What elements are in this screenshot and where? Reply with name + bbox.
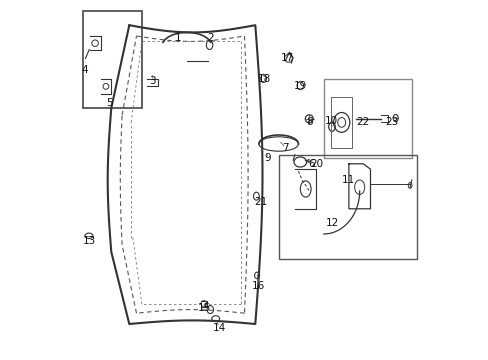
Text: 3: 3 bbox=[149, 76, 156, 86]
Text: 20: 20 bbox=[309, 159, 323, 169]
Text: 7: 7 bbox=[282, 143, 288, 153]
Text: 13: 13 bbox=[83, 236, 96, 246]
Text: 8: 8 bbox=[305, 117, 312, 127]
Text: 14: 14 bbox=[212, 323, 225, 333]
Text: 19: 19 bbox=[293, 81, 306, 91]
Text: 12: 12 bbox=[325, 218, 339, 228]
Text: 15: 15 bbox=[198, 303, 211, 313]
Text: 16: 16 bbox=[252, 281, 265, 291]
Text: 1: 1 bbox=[174, 33, 181, 43]
Text: 21: 21 bbox=[254, 197, 267, 207]
Text: 11: 11 bbox=[342, 175, 355, 185]
Text: 6: 6 bbox=[307, 159, 314, 169]
Text: 10: 10 bbox=[324, 116, 337, 126]
Text: 23: 23 bbox=[385, 117, 398, 127]
Text: 2: 2 bbox=[206, 33, 213, 43]
Text: 5: 5 bbox=[106, 98, 113, 108]
Text: 22: 22 bbox=[356, 117, 369, 127]
Text: 18: 18 bbox=[257, 74, 270, 84]
Text: 9: 9 bbox=[264, 153, 271, 163]
Text: 17: 17 bbox=[281, 53, 294, 63]
Text: 4: 4 bbox=[81, 65, 87, 75]
